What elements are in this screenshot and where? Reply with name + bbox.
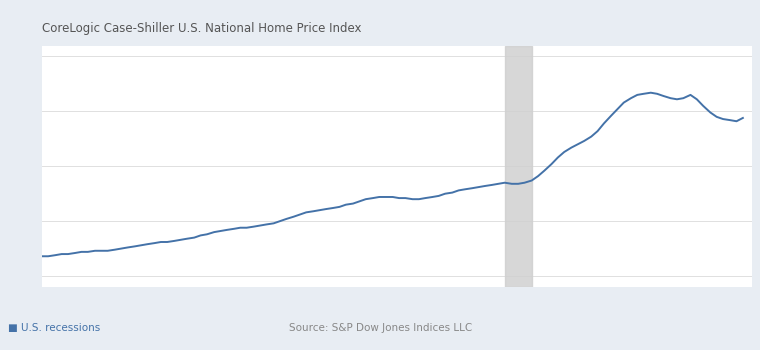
Text: ■ U.S. recessions: ■ U.S. recessions [8,323,100,333]
Bar [505,46,532,287]
Text: CoreLogic Case-Shiller U.S. National Home Price Index: CoreLogic Case-Shiller U.S. National Hom… [42,22,361,35]
Text: Source: S&P Dow Jones Indices LLC: Source: S&P Dow Jones Indices LLC [289,323,472,333]
